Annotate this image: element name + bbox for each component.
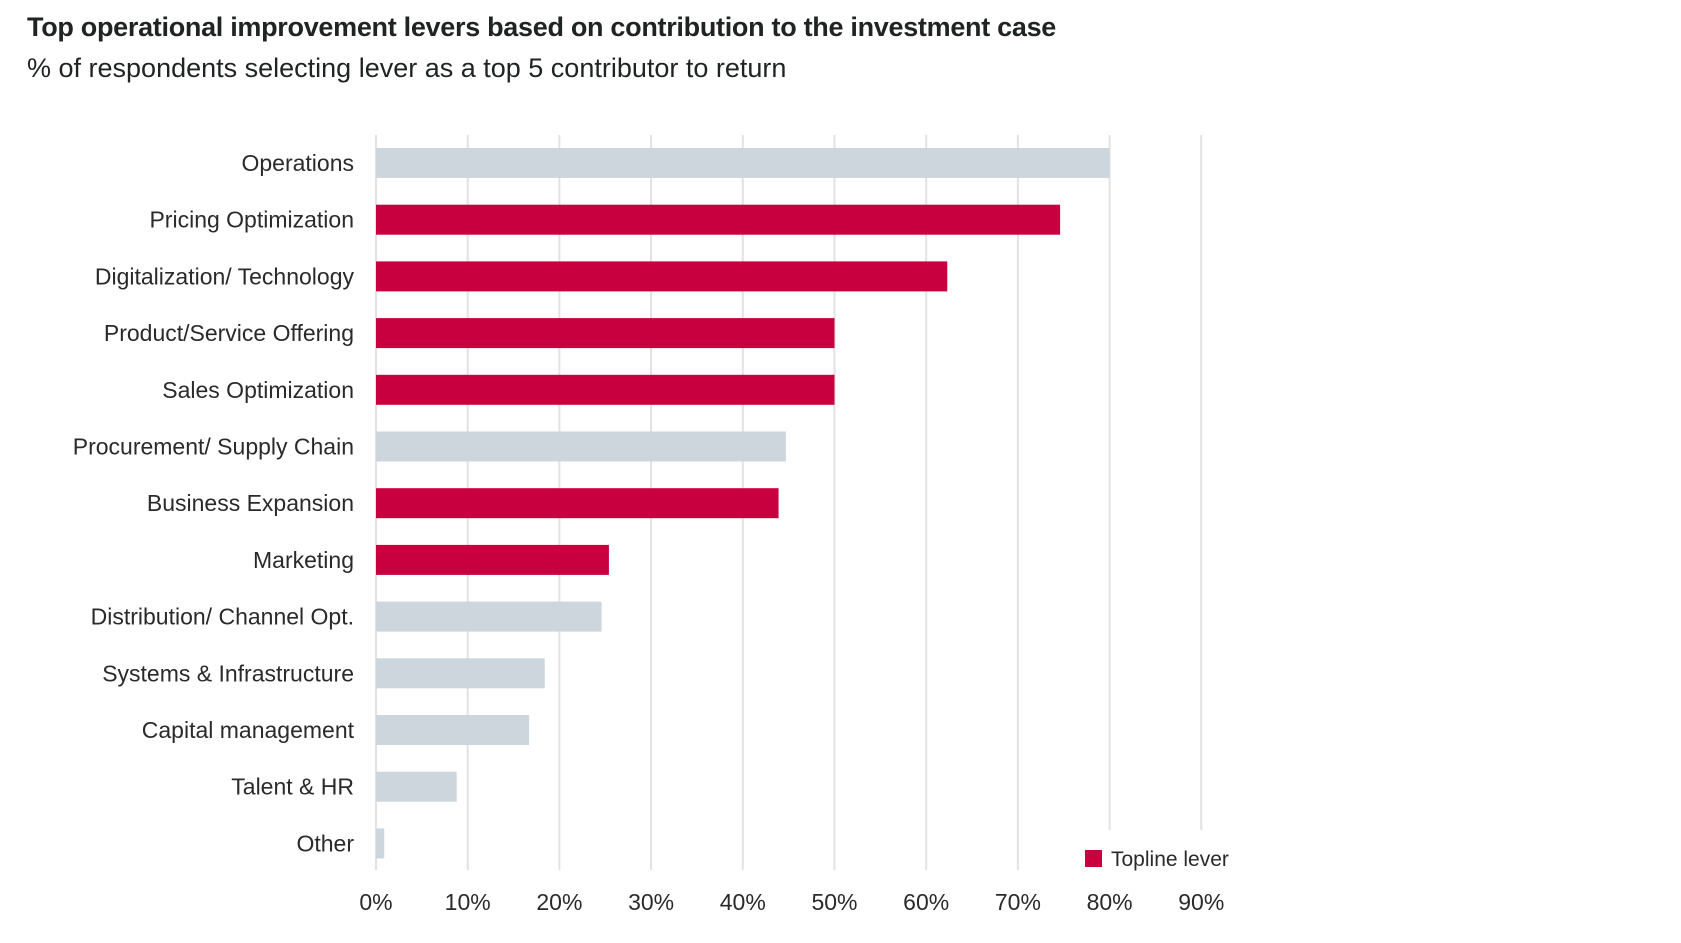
legend-swatch-topline [1085,850,1102,867]
legend-label-topline: Topline lever [1111,848,1229,871]
bar [376,204,1061,235]
chart-title: Top operational improvement levers based… [27,12,1056,42]
bar [376,318,835,349]
category-label: Other [296,830,354,856]
x-tick-label: 30% [628,889,674,915]
category-label: Product/Service Offering [104,320,354,346]
x-tick-label: 50% [811,889,857,915]
category-label: Talent & HR [231,774,354,800]
chart-subtitle: % of respondents selecting lever as a to… [27,53,787,83]
category-label: Procurement/ Supply Chain [73,434,354,460]
category-label: Marketing [253,547,354,573]
x-tick-label: 0% [359,889,392,915]
category-label: Systems & Infrastructure [102,660,354,686]
x-tick-label: 10% [445,889,491,915]
bar [376,601,602,632]
bar [376,658,545,689]
x-tick-label: 60% [903,889,949,915]
x-tick-label: 70% [995,889,1041,915]
category-label: Sales Optimization [162,377,354,403]
bar [376,374,835,405]
legend: Topline lever [1085,848,1229,871]
x-tick-labels: 0% 10% 20% 30% 40% 50% 60% 70% 80% 90% [359,889,1224,915]
bar [376,715,530,745]
bar [376,828,385,859]
bars [376,148,1110,859]
bar [376,431,786,462]
bar [376,261,948,292]
x-tick-label: 20% [536,889,582,915]
x-tick-label: 90% [1178,889,1224,915]
bar [376,771,457,802]
category-label: Business Expansion [147,490,354,516]
bar [376,148,1110,178]
category-label: Distribution/ Channel Opt. [91,604,354,630]
category-label: Operations [241,150,354,176]
category-labels: Operations Pricing Optimization Digitaliza… [73,150,355,856]
category-label: Digitalization/ Technology [95,263,355,289]
category-label: Capital management [142,717,355,743]
category-label: Pricing Optimization [149,207,354,233]
x-tick-label: 80% [1087,889,1133,915]
bar [376,544,609,575]
bar [376,488,779,519]
x-tick-label: 40% [720,889,766,915]
